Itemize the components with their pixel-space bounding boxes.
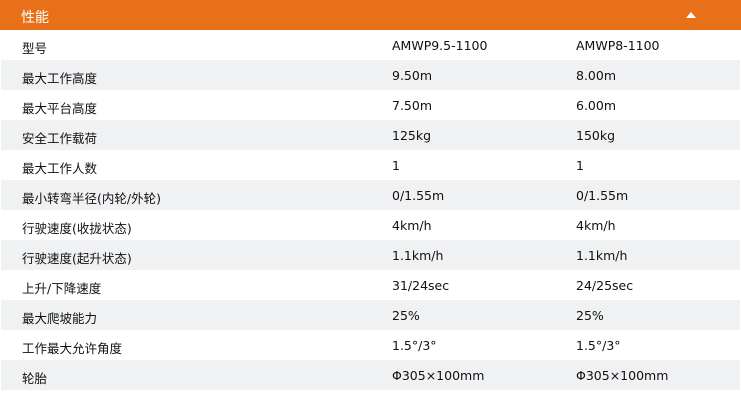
spec-label: 最大工作高度 — [22, 71, 98, 86]
spec-value: 31/24sec — [392, 278, 450, 293]
section-title: 性能 — [21, 10, 49, 26]
spec-label: 最小转弯半径(内轮/外轮) — [22, 191, 161, 206]
spec-value: 125kg — [392, 128, 432, 143]
spec-value: 1.5°/3° — [576, 338, 621, 353]
table-row: 安全工作载荷 125kg 150kg — [1, 120, 740, 150]
spec-value: 7.50m — [392, 98, 433, 113]
section-header-performance[interactable]: 性能 — [0, 0, 741, 30]
table-row: 最大平台高度 7.50m 6.00m — [1, 90, 740, 120]
spec-label: 最大工作人数 — [22, 161, 98, 176]
table-row: 最大工作高度 9.50m 8.00m — [1, 60, 740, 90]
spec-value: 1.1km/h — [576, 248, 628, 263]
spec-value: 8.00m — [576, 68, 617, 83]
spec-label: 最大平台高度 — [22, 101, 98, 116]
spec-value: AMWP9.5-1100 — [392, 38, 488, 53]
spec-value: Φ305×100mm — [392, 368, 485, 383]
triangle-up-icon[interactable] — [686, 12, 696, 18]
spec-label: 行驶速度(收拢状态) — [22, 221, 132, 236]
spec-value: 1.5°/3° — [392, 338, 437, 353]
spec-label: 最大爬坡能力 — [22, 311, 98, 326]
spec-value: 0/1.55m — [392, 188, 445, 203]
table-row: 工作最大允许角度 1.5°/3° 1.5°/3° — [1, 330, 740, 360]
table-row: 最小转弯半径(内轮/外轮) 0/1.55m 0/1.55m — [1, 180, 740, 210]
spec-value: 0/1.55m — [576, 188, 629, 203]
spec-value: 4km/h — [576, 218, 616, 233]
spec-value: 25% — [392, 308, 420, 323]
spec-label: 工作最大允许角度 — [22, 341, 123, 356]
spec-table: 型号 AMWP9.5-1100 AMWP8-1100 最大工作高度 9.50m 8.00m… — [1, 30, 740, 390]
table-row: 上升/下降速度 31/24sec 24/25sec — [1, 270, 740, 300]
spec-value: AMWP8-1100 — [576, 38, 660, 53]
table-row: 最大工作人数 1 1 — [1, 150, 740, 180]
table-row: 最大爬坡能力 25% 25% — [1, 300, 740, 330]
spec-value: 9.50m — [392, 68, 433, 83]
spec-value: 4km/h — [392, 218, 432, 233]
spec-label: 轮胎 — [22, 371, 48, 386]
spec-value: 24/25sec — [576, 278, 634, 293]
spec-value: 1 — [576, 158, 584, 173]
spec-label: 行驶速度(起升状态) — [22, 251, 132, 266]
spec-label: 型号 — [22, 41, 48, 56]
table-row: 型号 AMWP9.5-1100 AMWP8-1100 — [1, 30, 740, 60]
spec-value: Φ305×100mm — [576, 368, 669, 383]
spec-label: 安全工作载荷 — [22, 131, 98, 146]
table-row: 行驶速度(起升状态) 1.1km/h 1.1km/h — [1, 240, 740, 270]
spec-value: 150kg — [576, 128, 616, 143]
spec-value: 1 — [392, 158, 400, 173]
spec-value: 25% — [576, 308, 604, 323]
table-row: 行驶速度(收拢状态) 4km/h 4km/h — [1, 210, 740, 240]
spec-value: 6.00m — [576, 98, 617, 113]
table-row: 轮胎 Φ305×100mm Φ305×100mm — [1, 360, 740, 390]
spec-label: 上升/下降速度 — [22, 281, 102, 296]
spec-value: 1.1km/h — [392, 248, 444, 263]
